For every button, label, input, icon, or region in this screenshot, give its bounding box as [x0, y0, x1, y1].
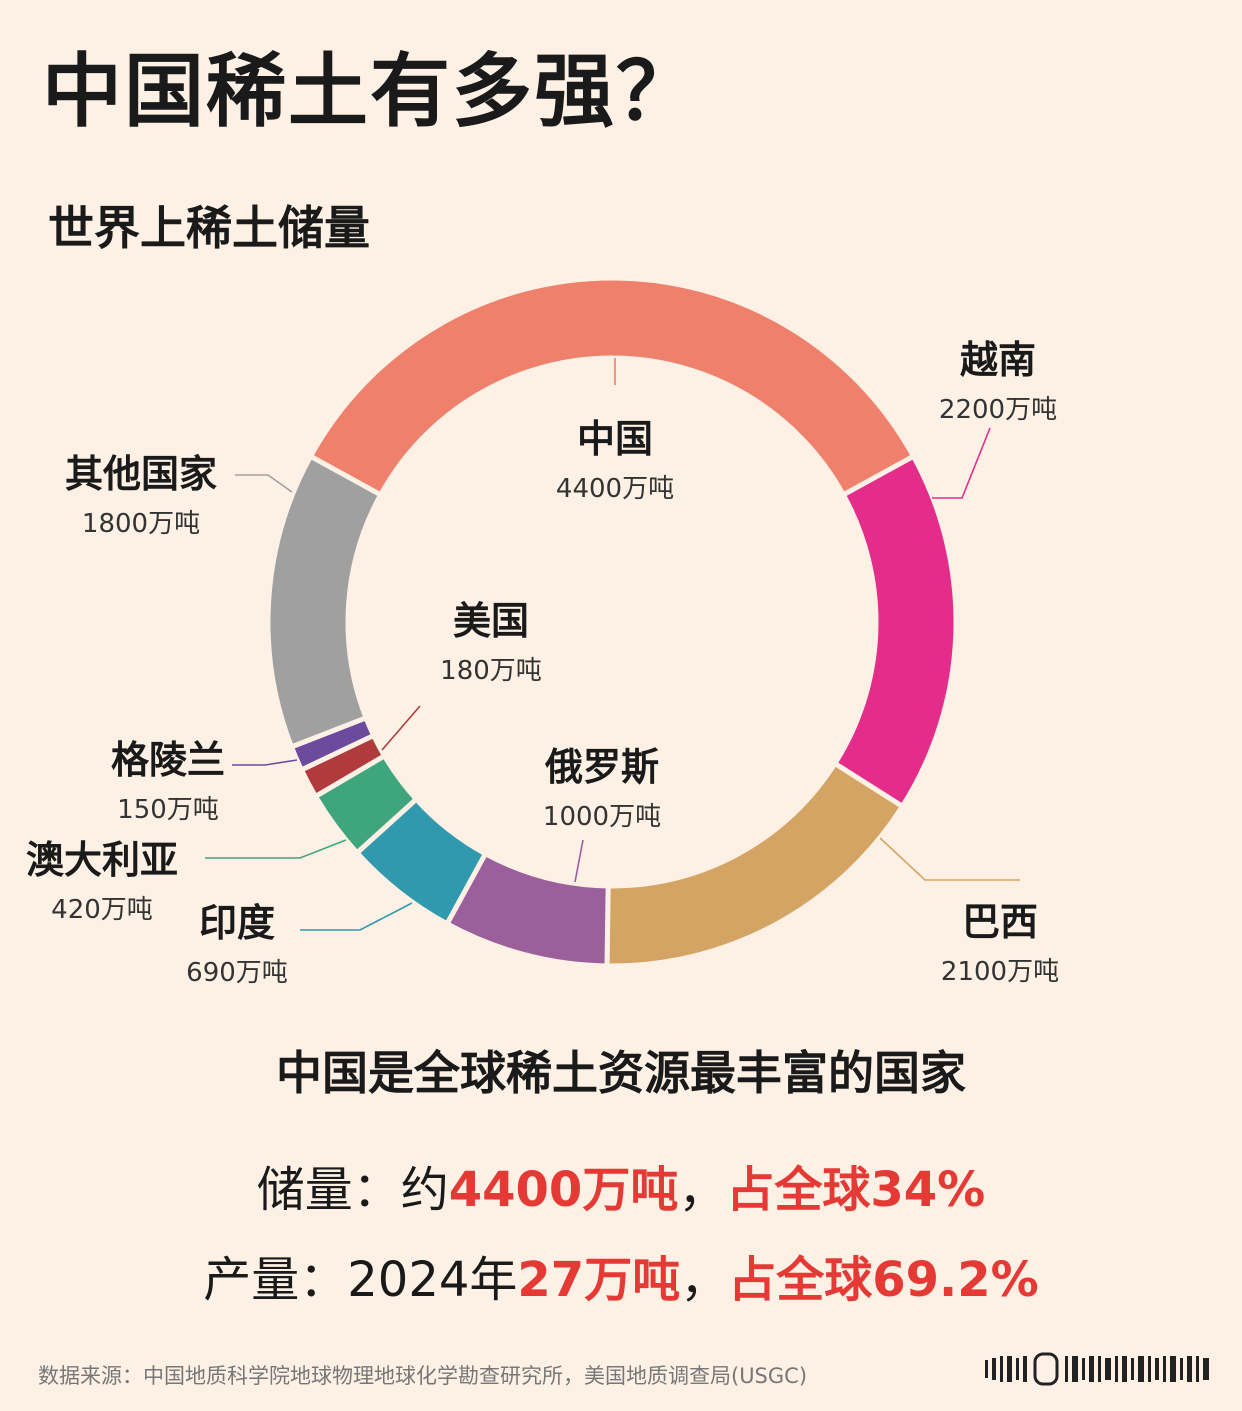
data-source: 数据来源：中国地质科学院地球物理地球化学勘查研究所，美国地质调查局(USGC) — [38, 1364, 808, 1388]
leader-line-7 — [232, 759, 298, 766]
reserve-prefix: 储量：约 — [256, 1162, 449, 1218]
chart-subtitle: 世界上稀土储量 — [48, 201, 370, 255]
leader-line-3 — [574, 839, 584, 883]
slice-label-6: 美国 — [453, 599, 529, 643]
slice-value-2: 2100万吨 — [941, 957, 1059, 987]
leader-line-2 — [879, 837, 1020, 881]
slice-label-5: 澳大利亚 — [26, 838, 178, 882]
slice-label-3: 俄罗斯 — [544, 745, 659, 789]
slice-value-3: 1000万吨 — [543, 802, 661, 832]
headline: 中国是全球稀土资源最丰富的国家 — [276, 1046, 966, 1100]
slice-label-8: 其他国家 — [65, 452, 217, 496]
slice-8 — [265, 452, 385, 751]
production-prefix: 产量：2024年 — [203, 1252, 518, 1308]
slice-label-7: 格陵兰 — [111, 738, 225, 782]
production-sep: ， — [680, 1252, 729, 1308]
slice-1 — [831, 452, 959, 810]
reserve-stat: 储量：约4400万吨，占全球34% — [0, 1166, 1242, 1214]
page-title: 中国稀土有多强？ — [42, 45, 698, 138]
slice-2 — [604, 760, 906, 969]
slice-value-0: 4400万吨 — [556, 474, 674, 504]
slice-0 — [307, 275, 917, 499]
slice-label-0: 中国 — [577, 417, 653, 461]
slice-label-1: 越南 — [960, 338, 1036, 382]
leader-line-6 — [381, 705, 421, 751]
slice-label-2: 巴西 — [962, 900, 1038, 944]
slice-value-6: 180万吨 — [440, 656, 542, 686]
slice-value-1: 2200万吨 — [939, 395, 1057, 425]
slice-value-7: 150万吨 — [117, 795, 219, 825]
slice-value-8: 1800万吨 — [82, 509, 200, 539]
slice-value-5: 420万吨 — [51, 895, 153, 925]
reserve-share: 占全球34% — [726, 1162, 986, 1218]
barcode-mark — [985, 1352, 1209, 1386]
slice-label-4: 印度 — [199, 901, 275, 945]
leader-line-5 — [205, 839, 347, 859]
leader-line-8 — [235, 474, 293, 493]
reserve-sep: ， — [678, 1162, 727, 1218]
reserve-amount: 4400万吨 — [448, 1162, 679, 1218]
leader-line-1 — [932, 427, 991, 499]
production-stat: 产量：2024年27万吨，占全球69.2% — [0, 1256, 1242, 1304]
production-amount: 27万吨 — [517, 1252, 681, 1308]
production-share: 占全球69.2% — [728, 1252, 1039, 1308]
slice-value-4: 690万吨 — [186, 958, 288, 988]
leader-line-4 — [300, 902, 413, 931]
